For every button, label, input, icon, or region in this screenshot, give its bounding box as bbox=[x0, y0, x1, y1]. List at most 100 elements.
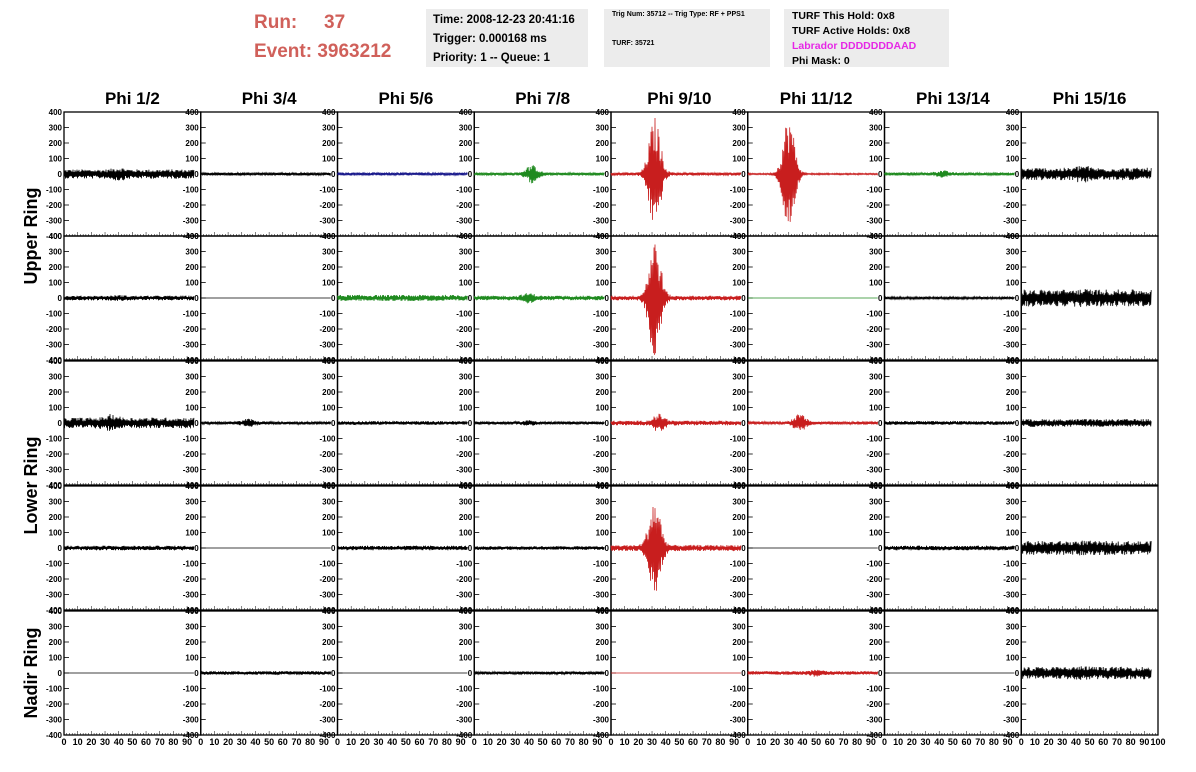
x-tick-label: 60 bbox=[1098, 737, 1108, 747]
x-tick-label: 30 bbox=[784, 737, 794, 747]
y-tick-label: 0 bbox=[468, 170, 473, 179]
y-tick-label: 400 bbox=[322, 357, 336, 366]
y-tick-label: -400 bbox=[46, 606, 63, 615]
y-tick-label: 200 bbox=[49, 139, 63, 148]
x-tick-label: 0 bbox=[472, 737, 477, 747]
x-tick-label: 40 bbox=[387, 737, 397, 747]
y-tick-label: 100 bbox=[185, 155, 199, 164]
y-tick-label: -100 bbox=[866, 310, 883, 319]
waveform-line bbox=[473, 293, 605, 304]
x-tick-label: 90 bbox=[866, 737, 876, 747]
x-tick-label: 10 bbox=[893, 737, 903, 747]
y-tick-label: -100 bbox=[46, 685, 63, 694]
y-tick-label: 200 bbox=[185, 513, 199, 522]
turf-hold-text: TURF This Hold: 0x8 bbox=[792, 10, 895, 22]
y-tick-label: -300 bbox=[456, 716, 473, 725]
y-tick-label: -200 bbox=[456, 325, 473, 334]
column-header: Phi 3/4 bbox=[242, 89, 297, 108]
x-tick-label: 40 bbox=[524, 737, 534, 747]
y-tick-label: 300 bbox=[459, 248, 473, 257]
y-tick-label: -200 bbox=[1003, 575, 1020, 584]
y-tick-label: -200 bbox=[730, 450, 747, 459]
y-tick-label: 400 bbox=[459, 357, 473, 366]
y-tick-label: -400 bbox=[46, 356, 63, 365]
y-tick-label: 300 bbox=[49, 248, 63, 257]
column-header: Phi 15/16 bbox=[1053, 89, 1127, 108]
y-tick-label: -100 bbox=[319, 685, 336, 694]
y-tick-label: -300 bbox=[1003, 591, 1020, 600]
y-tick-label: 200 bbox=[596, 263, 610, 272]
y-tick-label: 400 bbox=[732, 482, 746, 491]
y-tick-label: 100 bbox=[1006, 279, 1020, 288]
y-tick-label: -200 bbox=[319, 700, 336, 709]
y-tick-label: -200 bbox=[730, 325, 747, 334]
x-tick-label: 80 bbox=[168, 737, 178, 747]
y-tick-label: 400 bbox=[322, 607, 336, 616]
y-tick-label: 0 bbox=[605, 294, 610, 303]
waveform-line bbox=[337, 545, 468, 551]
y-tick-label: -100 bbox=[46, 560, 63, 569]
y-tick-label: -300 bbox=[319, 466, 336, 475]
y-tick-label: 100 bbox=[869, 155, 883, 164]
column-header: Phi 9/10 bbox=[647, 89, 711, 108]
y-tick-label: -300 bbox=[593, 591, 610, 600]
x-tick-label: 60 bbox=[825, 737, 835, 747]
y-tick-label: -300 bbox=[183, 466, 200, 475]
y-tick-label: 300 bbox=[185, 373, 199, 382]
y-tick-label: 300 bbox=[1006, 248, 1020, 257]
y-tick-label: 0 bbox=[468, 544, 473, 553]
y-tick-label: -300 bbox=[866, 341, 883, 350]
y-tick-label: 100 bbox=[869, 279, 883, 288]
y-tick-label: 400 bbox=[49, 357, 63, 366]
y-tick-label: -200 bbox=[1003, 700, 1020, 709]
x-tick-label: 20 bbox=[223, 737, 233, 747]
y-tick-label: -200 bbox=[319, 575, 336, 584]
x-tick-label: 0 bbox=[61, 737, 66, 747]
y-tick-label: -200 bbox=[319, 325, 336, 334]
y-tick-label: 200 bbox=[1006, 638, 1020, 647]
y-tick-label: -100 bbox=[183, 435, 200, 444]
waveform-line bbox=[337, 171, 468, 177]
y-tick-label: -300 bbox=[593, 217, 610, 226]
y-tick-label: -100 bbox=[730, 186, 747, 195]
x-tick-label: 70 bbox=[428, 737, 438, 747]
turf-info-box: TURF This Hold: 0x8 TURF Active Holds: 0… bbox=[784, 9, 949, 67]
y-tick-label: -100 bbox=[183, 685, 200, 694]
y-tick-label: -300 bbox=[46, 466, 63, 475]
y-tick-label: 300 bbox=[596, 373, 610, 382]
y-tick-label: 300 bbox=[732, 623, 746, 632]
y-tick-label: -100 bbox=[456, 435, 473, 444]
y-tick-label: 400 bbox=[869, 357, 883, 366]
y-tick-label: -300 bbox=[319, 716, 336, 725]
ring-label: Nadir Ring bbox=[21, 627, 41, 718]
y-tick-label: -100 bbox=[1003, 435, 1020, 444]
x-tick-label: 20 bbox=[633, 737, 643, 747]
y-tick-label: -100 bbox=[183, 310, 200, 319]
y-tick-label: 0 bbox=[468, 419, 473, 428]
y-tick-label: -300 bbox=[456, 466, 473, 475]
y-tick-label: -300 bbox=[46, 716, 63, 725]
y-tick-label: 400 bbox=[596, 108, 610, 117]
y-tick-label: -100 bbox=[866, 435, 883, 444]
y-tick-label: -100 bbox=[866, 560, 883, 569]
y-tick-label: 0 bbox=[1015, 544, 1020, 553]
x-tick-label: 0 bbox=[608, 737, 613, 747]
y-tick-label: 300 bbox=[322, 498, 336, 507]
column-header: Phi 5/6 bbox=[378, 89, 433, 108]
y-tick-label: 100 bbox=[732, 155, 746, 164]
y-tick-label: -200 bbox=[46, 450, 63, 459]
y-tick-label: 300 bbox=[869, 248, 883, 257]
x-tick-label: 40 bbox=[661, 737, 671, 747]
y-tick-label: 200 bbox=[596, 388, 610, 397]
y-tick-label: 200 bbox=[596, 139, 610, 148]
x-tick-label: 80 bbox=[715, 737, 725, 747]
x-tick-label: 30 bbox=[374, 737, 384, 747]
